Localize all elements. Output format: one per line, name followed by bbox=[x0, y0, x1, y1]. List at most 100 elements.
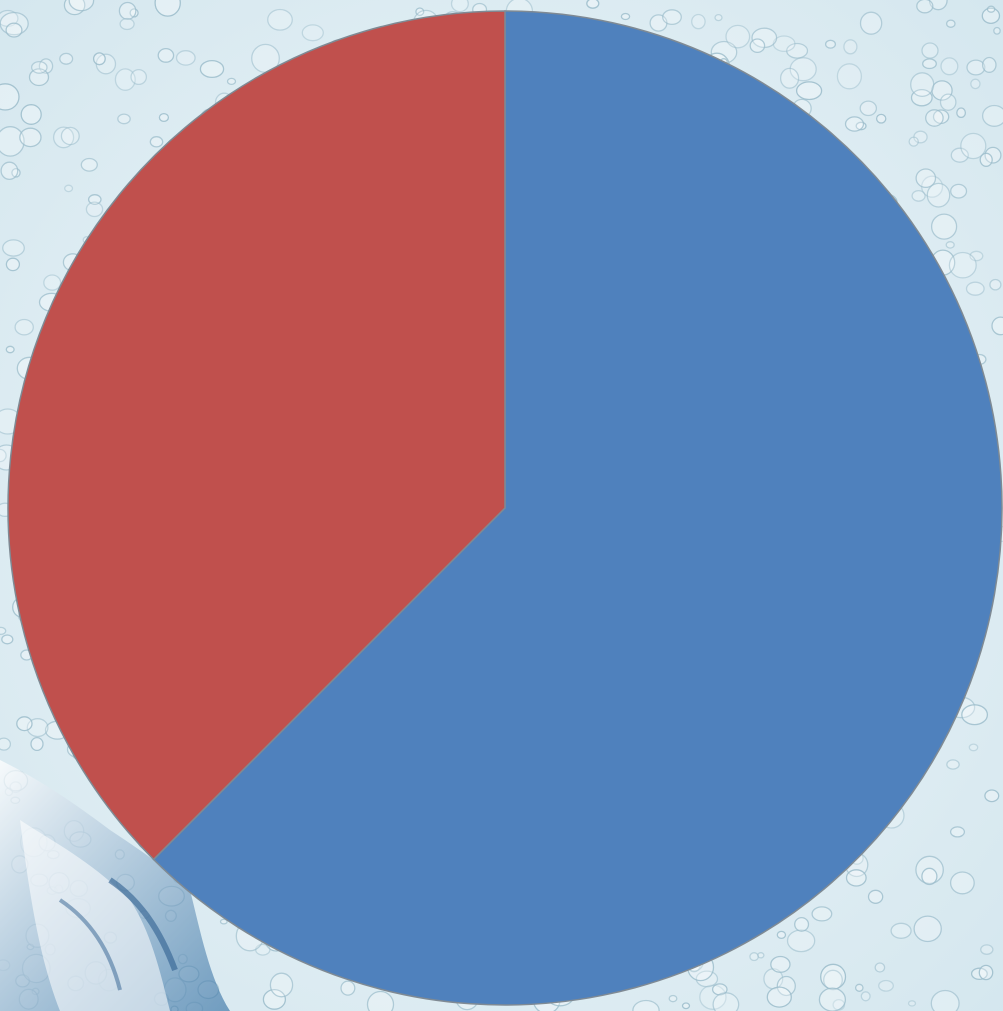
droplet bbox=[714, 13, 723, 22]
droplet bbox=[712, 992, 740, 1011]
droplet bbox=[978, 964, 994, 981]
droplet bbox=[915, 168, 937, 189]
droplet bbox=[52, 126, 75, 149]
droplet bbox=[776, 975, 796, 997]
droplet bbox=[0, 626, 7, 636]
droplet bbox=[930, 213, 958, 240]
droplet bbox=[776, 930, 787, 940]
droplet bbox=[43, 274, 62, 291]
droplet bbox=[939, 93, 957, 111]
droplet bbox=[794, 916, 810, 932]
droplet bbox=[979, 152, 993, 167]
droplet bbox=[965, 281, 985, 296]
droplet bbox=[0, 737, 12, 751]
droplet bbox=[956, 107, 967, 119]
droplet bbox=[859, 100, 878, 117]
droplet bbox=[925, 109, 944, 127]
droplet bbox=[262, 988, 287, 1010]
droplet bbox=[991, 316, 1003, 336]
droplet bbox=[811, 906, 833, 922]
droplet bbox=[632, 999, 660, 1011]
droplet bbox=[711, 983, 728, 996]
droplet bbox=[981, 56, 997, 73]
droplet bbox=[993, 26, 1001, 35]
droplet bbox=[878, 979, 894, 992]
droplet bbox=[0, 448, 7, 463]
droplet bbox=[875, 113, 887, 124]
droplet bbox=[867, 889, 884, 904]
droplet bbox=[945, 19, 956, 28]
droplet bbox=[620, 12, 631, 21]
droplet bbox=[450, 0, 469, 13]
droplet bbox=[930, 989, 960, 1011]
droplet bbox=[119, 17, 135, 31]
droplet bbox=[60, 126, 80, 146]
droplet bbox=[940, 57, 959, 76]
droplet bbox=[970, 78, 981, 90]
droplet bbox=[945, 241, 955, 249]
droplet bbox=[968, 743, 979, 752]
droplet bbox=[5, 345, 15, 354]
droplet bbox=[926, 182, 951, 208]
droplet bbox=[30, 736, 44, 752]
droplet bbox=[68, 0, 95, 12]
droplet bbox=[199, 59, 225, 79]
droplet bbox=[2, 239, 25, 257]
droplet bbox=[14, 318, 34, 336]
droplet bbox=[779, 67, 800, 89]
droplet bbox=[30, 60, 48, 74]
droplet bbox=[984, 789, 1000, 803]
droplet bbox=[0, 126, 25, 157]
droplet bbox=[749, 38, 766, 54]
droplet bbox=[59, 52, 74, 65]
water-splash bbox=[0, 760, 230, 1011]
droplet bbox=[984, 146, 1002, 164]
droplet bbox=[946, 759, 960, 770]
droplet bbox=[950, 183, 968, 199]
droplet bbox=[981, 104, 1003, 127]
droplet bbox=[158, 112, 170, 123]
droplet bbox=[118, 1, 137, 20]
droplet bbox=[949, 871, 975, 895]
droplet bbox=[921, 42, 939, 59]
droplet bbox=[219, 918, 228, 925]
droplet bbox=[910, 88, 933, 107]
droplet bbox=[949, 826, 966, 838]
droplet bbox=[844, 116, 865, 132]
droplet bbox=[340, 980, 356, 996]
droplet bbox=[922, 58, 937, 70]
droplet bbox=[20, 104, 42, 125]
droplet bbox=[854, 983, 864, 992]
droplet bbox=[966, 59, 986, 76]
droplet bbox=[175, 50, 196, 66]
droplet bbox=[681, 1002, 691, 1010]
droplet bbox=[28, 68, 50, 87]
droplet bbox=[80, 157, 98, 172]
droplet bbox=[301, 24, 324, 42]
droplet bbox=[154, 0, 181, 17]
droplet bbox=[981, 7, 1001, 25]
droplet bbox=[668, 994, 678, 1003]
droplet bbox=[843, 39, 858, 55]
droplet bbox=[662, 9, 682, 26]
droplet bbox=[860, 991, 871, 1002]
droplet bbox=[92, 52, 106, 66]
droplet bbox=[5, 257, 21, 272]
droplet bbox=[0, 161, 19, 181]
droplet bbox=[0, 83, 20, 111]
droplet bbox=[890, 922, 912, 939]
droplet bbox=[969, 250, 984, 262]
droplet bbox=[149, 136, 164, 148]
droplet bbox=[586, 0, 600, 9]
droplet bbox=[5, 22, 23, 38]
droplet bbox=[130, 68, 148, 86]
droplet bbox=[980, 944, 994, 955]
droplet bbox=[948, 251, 977, 279]
droplet bbox=[795, 81, 823, 101]
droplet bbox=[789, 57, 817, 82]
droplet bbox=[859, 11, 883, 35]
droplet bbox=[910, 72, 935, 98]
droplet bbox=[64, 184, 74, 193]
droplet bbox=[749, 952, 759, 962]
droplet bbox=[989, 278, 1002, 291]
